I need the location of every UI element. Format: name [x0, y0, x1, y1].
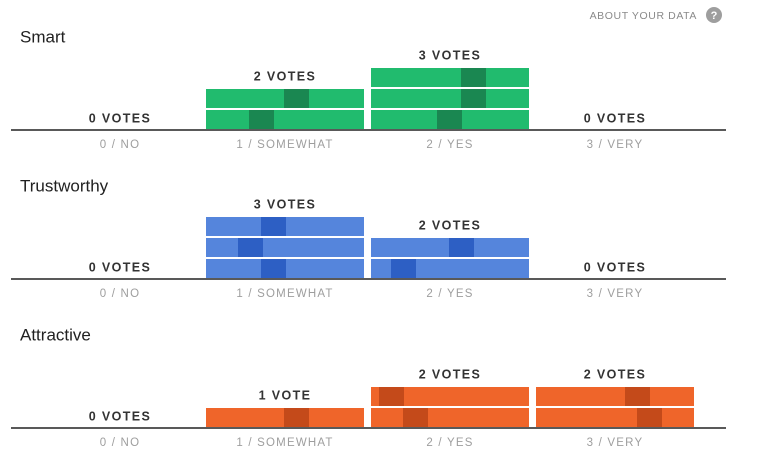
- chart-title: Smart: [20, 27, 66, 46]
- vote-block: [371, 68, 529, 87]
- category-label: 2 / YES: [426, 139, 473, 151]
- vote-block: [536, 408, 694, 427]
- vote-count-label: 2 VOTES: [419, 367, 482, 381]
- vote-block: [371, 89, 529, 108]
- category-label: 1 / SOMEWHAT: [236, 288, 333, 300]
- vote-count-label: 0 VOTES: [584, 260, 647, 274]
- vote-count-label: 2 VOTES: [584, 367, 647, 381]
- vote-count-label: 3 VOTES: [419, 48, 482, 62]
- vote-accent: [449, 238, 474, 257]
- vote-accent: [461, 68, 486, 87]
- chart-title: Attractive: [20, 325, 91, 344]
- category-label: 3 / VERY: [587, 437, 644, 449]
- vote-bar: [371, 238, 529, 278]
- vote-accent: [625, 387, 650, 406]
- vote-accent: [437, 110, 462, 129]
- vote-count-label: 0 VOTES: [89, 260, 152, 274]
- vote-bar: [206, 89, 364, 129]
- vote-count-label: 0 VOTES: [89, 409, 152, 423]
- vote-bar: [206, 408, 364, 427]
- chart-title: Trustworthy: [20, 176, 109, 195]
- category-label: 0 / NO: [100, 139, 140, 151]
- vote-block: [206, 238, 364, 257]
- vote-accent: [284, 408, 309, 427]
- category-label: 3 / VERY: [587, 288, 644, 300]
- vote-count-label: 2 VOTES: [254, 69, 317, 83]
- vote-accent: [249, 110, 274, 129]
- category-label: 3 / VERY: [587, 139, 644, 151]
- vote-count-label: 3 VOTES: [254, 197, 317, 211]
- vote-accent: [284, 89, 309, 108]
- vote-block: [371, 387, 529, 406]
- vote-count-label: 1 VOTE: [259, 388, 312, 402]
- category-label: 1 / SOMEWHAT: [236, 437, 333, 449]
- category-label: 1 / SOMEWHAT: [236, 139, 333, 151]
- vote-bar: [206, 217, 364, 278]
- vote-count-label: 0 VOTES: [89, 111, 152, 125]
- vote-bar: [371, 387, 529, 427]
- vote-accent: [238, 238, 263, 257]
- vote-count-label: 0 VOTES: [584, 111, 647, 125]
- vote-accent: [261, 259, 286, 278]
- help-icon[interactable]: [706, 7, 722, 23]
- vote-accent: [403, 408, 428, 427]
- vote-bar: [536, 387, 694, 427]
- vote-accent: [461, 89, 486, 108]
- category-label: 0 / NO: [100, 288, 140, 300]
- vote-count-label: 2 VOTES: [419, 218, 482, 232]
- category-label: 0 / NO: [100, 437, 140, 449]
- about-link[interactable]: ABOUT YOUR DATA: [590, 10, 697, 22]
- vote-block: [536, 387, 694, 406]
- vote-block: [371, 408, 529, 427]
- category-label: 2 / YES: [426, 288, 473, 300]
- vote-accent: [261, 217, 286, 236]
- vote-accent: [637, 408, 662, 427]
- vote-accent: [379, 387, 404, 406]
- vote-bar: [371, 68, 529, 129]
- vote-block: [206, 110, 364, 129]
- category-label: 2 / YES: [426, 437, 473, 449]
- vote-accent: [391, 259, 416, 278]
- help-icon-glyph[interactable]: ?: [711, 10, 718, 22]
